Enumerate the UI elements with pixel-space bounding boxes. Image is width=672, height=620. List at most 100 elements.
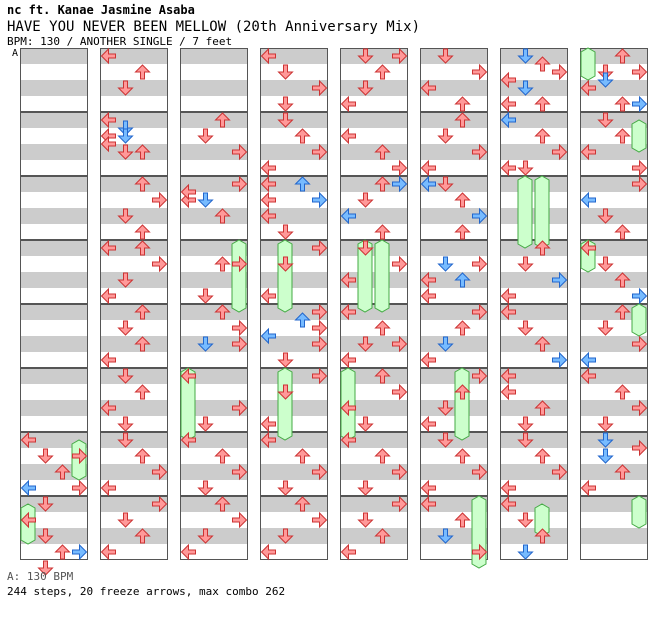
beat-stripe	[100, 496, 168, 512]
beat-stripe	[420, 160, 488, 176]
measure-box	[580, 112, 648, 176]
freeze-arrow	[277, 367, 293, 441]
step-arrow	[500, 111, 516, 129]
step-arrow	[100, 479, 116, 497]
step-arrow	[37, 448, 54, 464]
measure-box	[20, 304, 88, 368]
beat-stripe	[100, 208, 168, 224]
step-arrow	[180, 183, 196, 201]
measure-box	[260, 496, 328, 560]
beat-stripe	[100, 544, 168, 560]
step-arrow	[597, 72, 614, 88]
step-arrow	[117, 432, 134, 448]
step-arrow	[37, 496, 54, 512]
beat-stripe	[500, 336, 568, 352]
beat-stripe	[20, 240, 88, 256]
measure-box	[420, 240, 488, 304]
step-arrow	[597, 448, 614, 464]
beat-stripe	[340, 208, 408, 224]
step-arrow	[632, 159, 648, 177]
step-arrow	[580, 79, 596, 97]
step-arrow	[232, 175, 248, 193]
step-arrow	[632, 399, 648, 417]
step-arrow	[312, 463, 328, 481]
beat-stripe	[340, 512, 408, 528]
step-arrow	[232, 255, 248, 273]
measure-box	[180, 176, 248, 240]
beat-stripe	[580, 64, 648, 80]
beat-stripe	[340, 480, 408, 496]
beat-stripe	[420, 224, 488, 240]
step-arrow	[232, 143, 248, 161]
step-arrow	[357, 48, 374, 64]
step-arrow	[312, 79, 328, 97]
beat-stripe	[420, 80, 488, 96]
beat-stripe	[500, 320, 568, 336]
beat-stripe	[260, 288, 328, 304]
beat-stripe	[500, 400, 568, 416]
step-arrow	[134, 64, 151, 80]
step-arrow	[392, 335, 408, 353]
step-arrow	[294, 448, 311, 464]
step-arrow	[100, 135, 116, 153]
beat-stripe	[420, 288, 488, 304]
step-arrow	[117, 272, 134, 288]
measure-box	[180, 432, 248, 496]
step-arrow	[597, 64, 614, 80]
beat-stripe	[180, 368, 248, 384]
step-arrow	[100, 543, 116, 561]
beat-stripe	[260, 496, 328, 512]
beat-stripe	[100, 96, 168, 112]
step-arrow	[277, 384, 294, 400]
step-arrow	[472, 543, 488, 561]
step-arrow	[197, 336, 214, 352]
beat-stripe	[180, 448, 248, 464]
beat-stripe	[420, 320, 488, 336]
beat-stripe	[420, 368, 488, 384]
step-arrow	[374, 176, 391, 192]
beat-stripe	[180, 144, 248, 160]
beat-stripe	[500, 512, 568, 528]
beat-stripe	[340, 144, 408, 160]
step-arrow	[597, 320, 614, 336]
step-arrow	[552, 463, 568, 481]
step-arrow	[20, 511, 36, 529]
step-arrow	[72, 479, 88, 497]
beat-stripe	[260, 144, 328, 160]
freeze-arrow	[180, 367, 196, 441]
step-arrow	[517, 416, 534, 432]
beat-stripe	[580, 416, 648, 432]
step-arrow	[197, 528, 214, 544]
step-arrow	[632, 63, 648, 81]
beat-stripe	[340, 192, 408, 208]
step-arrow	[392, 383, 408, 401]
beat-stripe	[100, 64, 168, 80]
beat-stripe	[180, 544, 248, 560]
beat-stripe	[580, 336, 648, 352]
measure-box	[180, 112, 248, 176]
step-arrow	[374, 448, 391, 464]
step-arrow	[632, 335, 648, 353]
step-arrow	[134, 304, 151, 320]
beat-stripe	[260, 368, 328, 384]
measure-box	[340, 496, 408, 560]
measure-box	[20, 48, 88, 112]
measure-box	[20, 112, 88, 176]
beat-stripe	[340, 80, 408, 96]
beat-stripe	[500, 272, 568, 288]
beat-stripe	[500, 240, 568, 256]
beat-stripe	[260, 112, 328, 128]
beat-stripe	[100, 304, 168, 320]
measure-box	[260, 112, 328, 176]
step-arrow	[340, 271, 356, 289]
beat-stripe	[580, 544, 648, 560]
beat-stripe	[260, 96, 328, 112]
beat-stripe	[180, 496, 248, 512]
step-arrow	[552, 143, 568, 161]
beat-stripe	[420, 512, 488, 528]
step-arrow	[420, 479, 436, 497]
beat-stripe	[20, 256, 88, 272]
beat-stripe	[260, 160, 328, 176]
step-arrow	[517, 80, 534, 96]
step-arrow	[420, 79, 436, 97]
